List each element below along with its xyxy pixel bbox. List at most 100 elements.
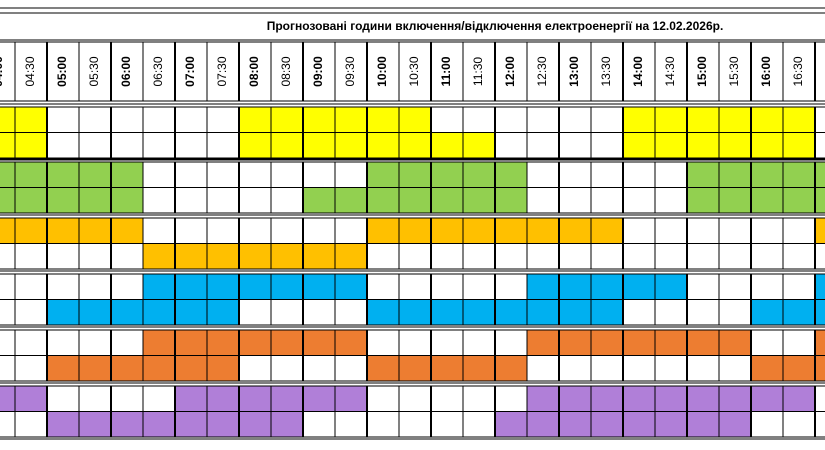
header-cell — [238, 41, 272, 102]
schedule-cell — [206, 217, 240, 244]
schedule-cell — [686, 385, 720, 412]
schedule-cell — [622, 243, 656, 270]
schedule-cell — [366, 243, 400, 270]
schedule-cell — [270, 106, 304, 133]
schedule-cell — [366, 299, 400, 326]
schedule-cell — [814, 299, 825, 326]
schedule-cell — [462, 411, 496, 438]
schedule-cell — [814, 355, 825, 382]
schedule-cell — [334, 217, 368, 244]
schedule-cell — [782, 355, 816, 382]
schedule-cell — [14, 329, 48, 356]
header-cell — [558, 41, 592, 102]
schedule-cell — [462, 273, 496, 300]
header-cell — [206, 41, 240, 102]
schedule-cell — [0, 187, 16, 214]
schedule-cell — [46, 161, 80, 188]
column-label: 08:30 — [279, 56, 293, 86]
schedule-cell — [270, 132, 304, 159]
schedule-cell — [270, 355, 304, 382]
header-cell — [142, 41, 176, 102]
schedule-cell — [46, 411, 80, 438]
schedule-cell — [782, 329, 816, 356]
schedule-cell — [78, 329, 112, 356]
schedule-cell — [302, 187, 336, 214]
schedule-cell — [302, 161, 336, 188]
schedule-cell — [750, 161, 784, 188]
schedule-cell — [270, 273, 304, 300]
schedule-cell — [78, 273, 112, 300]
schedule-cell — [814, 385, 825, 412]
schedule-cell — [718, 355, 752, 382]
schedule-cell — [334, 273, 368, 300]
schedule-cell — [718, 161, 752, 188]
schedule-cell — [718, 385, 752, 412]
schedule-cell — [526, 161, 560, 188]
schedule-cell — [430, 273, 464, 300]
schedule-cell — [238, 243, 272, 270]
schedule-cell — [0, 132, 16, 159]
schedule-cell — [238, 187, 272, 214]
schedule-cell — [654, 411, 688, 438]
schedule-cell — [238, 411, 272, 438]
schedule-cell — [142, 243, 176, 270]
schedule-cell — [686, 243, 720, 270]
schedule-cell — [398, 299, 432, 326]
schedule-cell — [14, 355, 48, 382]
column-label: 09:00 — [311, 56, 325, 87]
schedule-cell — [526, 299, 560, 326]
column-label: 10:30 — [407, 56, 421, 86]
header-cell — [366, 41, 400, 102]
schedule-cell — [78, 299, 112, 326]
schedule-cell — [46, 299, 80, 326]
schedule-cell — [782, 243, 816, 270]
schedule-cell — [78, 187, 112, 214]
schedule-cell — [110, 243, 144, 270]
schedule-cell — [110, 106, 144, 133]
schedule-cell — [654, 217, 688, 244]
schedule-cell — [270, 161, 304, 188]
schedule-cell — [750, 411, 784, 438]
schedule-cell — [782, 106, 816, 133]
column-label: 05:00 — [55, 56, 69, 87]
schedule-cell — [622, 106, 656, 133]
schedule-cell — [782, 187, 816, 214]
schedule-cell — [718, 411, 752, 438]
schedule-cell — [814, 217, 825, 244]
schedule-cell — [302, 299, 336, 326]
schedule-cell — [110, 132, 144, 159]
schedule-cell — [206, 106, 240, 133]
schedule-cell — [750, 217, 784, 244]
schedule-cell — [398, 161, 432, 188]
schedule-cell — [750, 385, 784, 412]
schedule-cell — [526, 187, 560, 214]
schedule-cell — [814, 187, 825, 214]
schedule-cell — [302, 106, 336, 133]
schedule-cell — [238, 385, 272, 412]
schedule-cell — [430, 243, 464, 270]
schedule-cell — [718, 217, 752, 244]
schedule-cell — [782, 161, 816, 188]
schedule-cell — [174, 187, 208, 214]
schedule-cell — [718, 187, 752, 214]
schedule-cell — [78, 243, 112, 270]
schedule-cell — [462, 161, 496, 188]
schedule-cell — [238, 106, 272, 133]
schedule-cell — [462, 385, 496, 412]
schedule-cell — [462, 217, 496, 244]
schedule-cell — [462, 299, 496, 326]
schedule-cell — [142, 329, 176, 356]
schedule-cell — [110, 161, 144, 188]
header-cell — [334, 41, 368, 102]
schedule-cell — [526, 243, 560, 270]
column-label: 12:30 — [535, 56, 549, 86]
schedule-cell — [78, 217, 112, 244]
schedule-cell — [302, 355, 336, 382]
column-label: 04:30 — [23, 56, 37, 86]
schedule-cell — [78, 132, 112, 159]
schedule-cell — [558, 355, 592, 382]
schedule-cell — [270, 243, 304, 270]
schedule-cell — [686, 106, 720, 133]
schedule-cell — [526, 385, 560, 412]
schedule-cell — [622, 217, 656, 244]
